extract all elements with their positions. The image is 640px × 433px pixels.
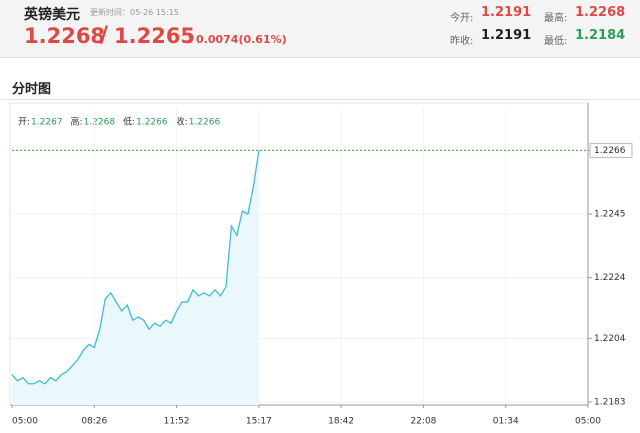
last-price-box [589,142,633,158]
y-tick-label: 1.2266 [594,146,626,156]
header: 英镑美元 更新时间：05-26 15:15 1.2268 / 1.2265 ↑ … [0,0,640,58]
stat-label: 最低: [544,36,568,47]
stat-value: 1.2268 [575,5,626,20]
x-tick-label: 08:26 [81,417,107,427]
x-tick-label: 05:00 [575,417,601,427]
ohlc-value: 1.2268 [84,118,116,128]
ohlc-value: 1.2266 [136,118,168,128]
stat-value: 1.2184 [575,28,626,43]
x-tick-label: 01:34 [493,417,519,427]
ohlc-label: 高: [71,116,83,128]
price2: 1.2265 [114,24,196,48]
ohlc-label: 收: [176,116,188,128]
x-tick-label: 11:52 [164,417,190,427]
y-tick-label: 1.2245 [594,210,626,220]
ohlc-value: 1.2266 [189,118,221,128]
y-tick-label: 1.2204 [594,334,626,344]
x-tick-label: 15:17 [246,417,272,427]
update-time: 更新时间：05-26 15:15 [90,8,179,17]
ohlc-label: 低: [123,116,135,128]
y-tick-label: 1.2224 [594,273,626,283]
stat-label: 昨收: [450,36,474,47]
stat-value: 1.2191 [481,5,532,20]
x-tick-label: 05:00 [12,417,38,427]
ohlc-label: 开: [18,117,30,128]
separator: / [100,23,109,48]
x-tick-label: 22:08 [410,417,436,427]
chart: 开: 1.2267 高: 1.2268 低: 1.2266 收: 1.22661.21831.… [9,102,633,427]
x-tick-label: 18:42 [328,417,354,427]
ohlc-value: 1.2267 [31,118,63,128]
area [12,150,259,405]
stat-value: 1.2191 [481,28,532,43]
stat-label: 最高: [544,13,568,24]
title: 英镑美元 [24,7,80,23]
price: 1.2268 [24,24,106,48]
up-arrow: ↑ [186,33,196,46]
y-tick-label: 1.2183 [594,397,626,407]
stat-label: 今开: [450,13,474,24]
change: 0.0074(0.61%) [196,33,287,46]
price-line [11,150,260,385]
divider [0,99,640,100]
section-title: 分时图 [12,82,52,97]
